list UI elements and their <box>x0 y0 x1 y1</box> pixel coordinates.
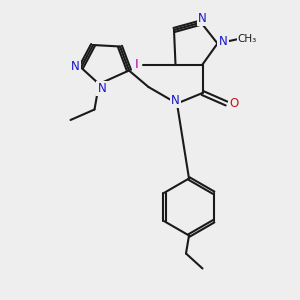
Text: N: N <box>218 35 227 49</box>
Text: N: N <box>98 82 106 95</box>
Text: N: N <box>198 11 207 25</box>
Text: N: N <box>171 94 180 107</box>
Text: I: I <box>135 58 138 71</box>
Text: O: O <box>230 97 238 110</box>
Text: N: N <box>70 59 80 73</box>
Text: CH₃: CH₃ <box>238 34 257 44</box>
